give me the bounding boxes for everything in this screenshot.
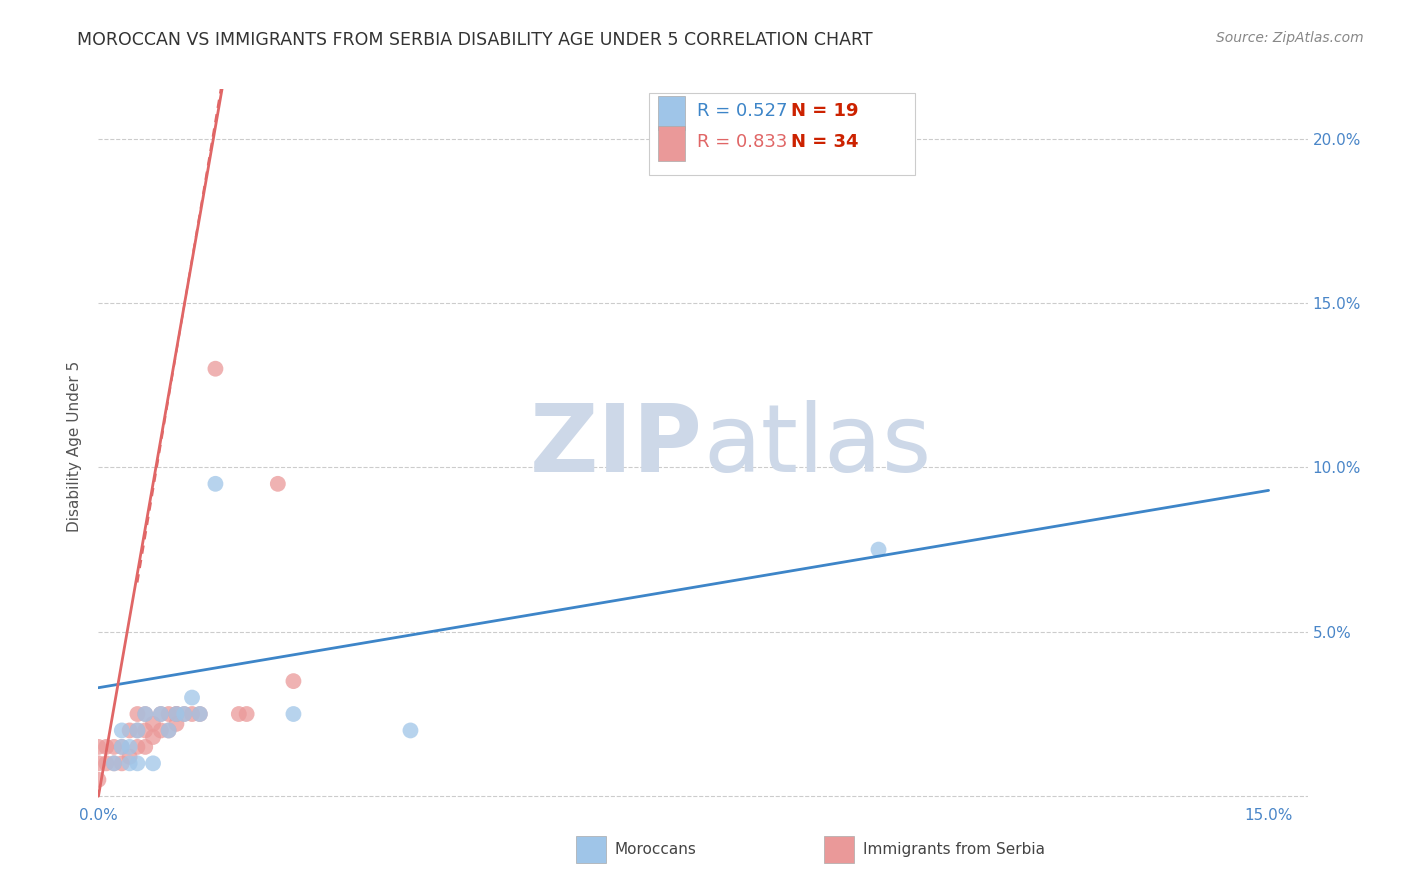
Point — [134, 706, 156, 721]
Point — [134, 723, 156, 738]
Point — [127, 723, 149, 738]
Point — [96, 756, 118, 771]
Point — [204, 476, 226, 491]
Point — [149, 706, 172, 721]
Point — [188, 706, 211, 721]
Point — [134, 706, 156, 721]
Point — [235, 706, 257, 721]
Text: N = 19: N = 19 — [792, 102, 859, 120]
Point — [283, 706, 305, 721]
Point — [868, 542, 890, 557]
Point — [127, 723, 149, 738]
Point — [118, 749, 141, 764]
Point — [142, 756, 165, 771]
Point — [283, 674, 305, 689]
Y-axis label: Disability Age Under 5: Disability Age Under 5 — [67, 360, 83, 532]
Point — [157, 723, 180, 738]
Point — [111, 756, 134, 771]
Text: Source: ZipAtlas.com: Source: ZipAtlas.com — [1216, 31, 1364, 45]
Point — [111, 739, 134, 754]
Text: N = 34: N = 34 — [792, 133, 859, 151]
Point — [118, 723, 141, 738]
Point — [127, 739, 149, 754]
Point — [127, 706, 149, 721]
Point — [149, 723, 172, 738]
Point — [188, 706, 211, 721]
Point — [165, 706, 187, 721]
Point — [103, 756, 125, 771]
FancyBboxPatch shape — [576, 837, 606, 863]
Point — [228, 706, 250, 721]
Point — [142, 730, 165, 744]
Point — [87, 772, 110, 787]
Point — [96, 739, 118, 754]
Point — [181, 706, 204, 721]
Point — [87, 756, 110, 771]
Text: R = 0.527: R = 0.527 — [697, 102, 787, 120]
Text: Moroccans: Moroccans — [614, 842, 696, 856]
Point — [127, 756, 149, 771]
Text: Immigrants from Serbia: Immigrants from Serbia — [863, 842, 1045, 856]
Point — [399, 723, 422, 738]
Point — [134, 739, 156, 754]
Point — [165, 706, 187, 721]
Point — [118, 756, 141, 771]
FancyBboxPatch shape — [658, 95, 685, 130]
Text: atlas: atlas — [703, 400, 931, 492]
Point — [173, 706, 195, 721]
FancyBboxPatch shape — [824, 837, 855, 863]
Point — [165, 717, 187, 731]
FancyBboxPatch shape — [658, 127, 685, 161]
Point — [165, 706, 187, 721]
Point — [103, 756, 125, 771]
Point — [157, 706, 180, 721]
Point — [181, 690, 204, 705]
Point — [173, 706, 195, 721]
Text: ZIP: ZIP — [530, 400, 703, 492]
Point — [149, 706, 172, 721]
FancyBboxPatch shape — [648, 93, 915, 175]
Point — [142, 717, 165, 731]
Point — [111, 723, 134, 738]
Point — [103, 739, 125, 754]
Point — [204, 361, 226, 376]
Point — [111, 739, 134, 754]
Text: R = 0.833: R = 0.833 — [697, 133, 787, 151]
Text: MOROCCAN VS IMMIGRANTS FROM SERBIA DISABILITY AGE UNDER 5 CORRELATION CHART: MOROCCAN VS IMMIGRANTS FROM SERBIA DISAB… — [77, 31, 873, 49]
Point — [118, 739, 141, 754]
Point — [87, 739, 110, 754]
Point — [157, 723, 180, 738]
Point — [267, 476, 290, 491]
